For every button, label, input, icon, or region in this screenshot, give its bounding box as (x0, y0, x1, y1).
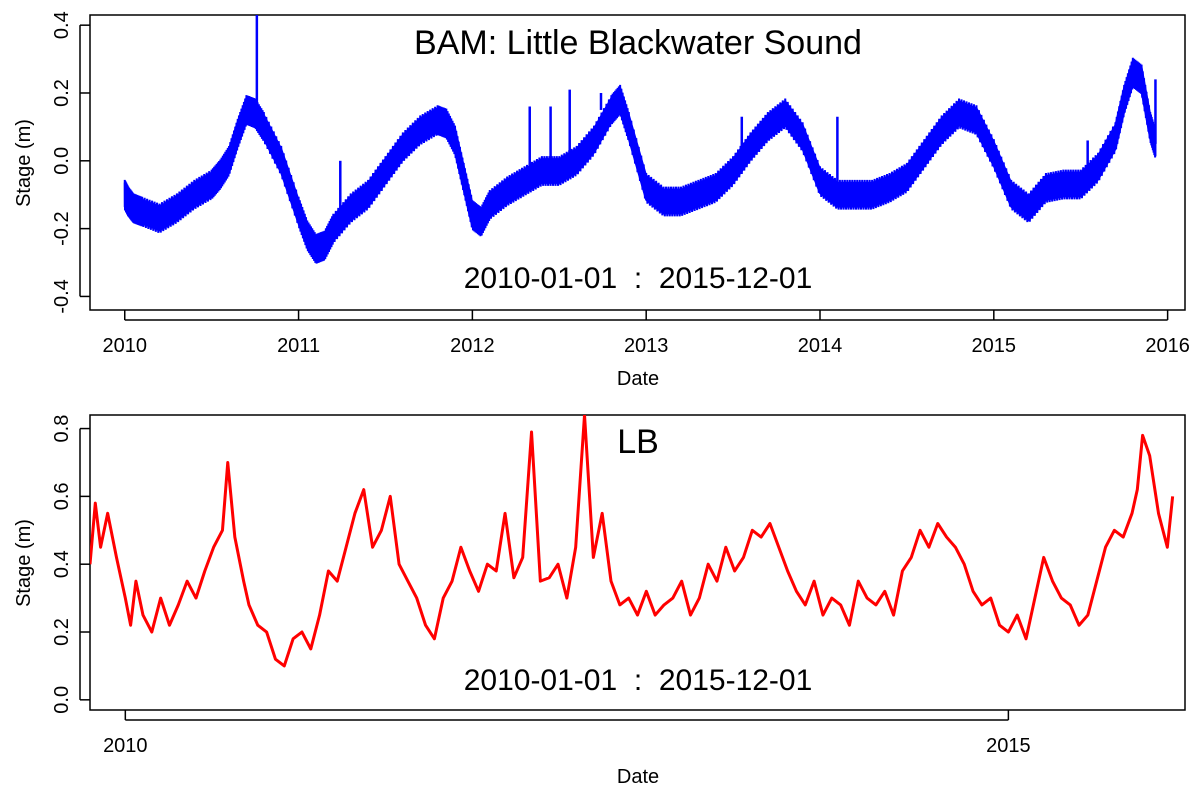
x-axis-title: Date (617, 766, 659, 788)
panel-little-blackwater-sound: 2010 2011 2012 2013 2014 2015 2016 -0.4 -0.2 0.0… (13, 11, 1190, 390)
x-axis-title: Date (617, 368, 659, 390)
x-tick-label: 2016 (1145, 335, 1190, 357)
x-axis: 2010 2011 2012 2013 2014 2015 2016 (103, 310, 1190, 357)
y-tick-label: 0.0 (51, 147, 73, 175)
y-tick-label: 0.2 (51, 618, 73, 646)
date-range-label: 2010-01-01 : 2015-12-01 (464, 664, 813, 697)
y-tick-label: -0.4 (51, 279, 73, 313)
x-tick-label: 2012 (450, 335, 495, 357)
panel-lb: 2010 2015 0.0 0.2 0.4 0.6 0.8 LB 2010-01-01 :… (13, 414, 1186, 788)
x-tick-label: 2010 (103, 335, 148, 357)
series-line (90, 415, 1175, 668)
series-group (123, 15, 1157, 264)
y-axis: 0.0 0.2 0.4 0.6 0.8 (51, 415, 90, 714)
x-tick-label: 2015 (986, 735, 1031, 757)
y-axis-title: Stage (m) (13, 519, 35, 607)
x-axis: 2010 2015 (103, 710, 1031, 757)
date-range-label: 2010-01-01 : 2015-12-01 (464, 262, 813, 295)
x-tick-label: 2010 (103, 735, 148, 757)
chart-title: BAM: Little Blackwater Sound (414, 24, 862, 62)
series-group (90, 415, 1175, 668)
y-tick-label: 0.2 (51, 79, 73, 107)
y-tick-label: 0.0 (51, 686, 73, 714)
x-tick-label: 2014 (798, 335, 843, 357)
y-tick-label: -0.2 (51, 211, 73, 245)
series-line (123, 57, 1157, 264)
y-axis: -0.4 -0.2 0.0 0.2 0.4 (51, 11, 90, 314)
y-tick-label: 0.4 (51, 11, 73, 39)
y-axis-title: Stage (m) (13, 119, 35, 207)
y-tick-label: 0.6 (51, 482, 73, 510)
x-tick-label: 2015 (972, 335, 1017, 357)
series-layer (90, 415, 1175, 668)
y-tick-label: 0.4 (51, 550, 73, 578)
x-tick-label: 2013 (624, 335, 669, 357)
plot-frame (89, 14, 1186, 311)
series-layer (123, 15, 1157, 264)
chart-title: LB (617, 423, 659, 461)
y-tick-label: 0.8 (51, 415, 73, 443)
x-tick-label: 2011 (277, 335, 320, 357)
